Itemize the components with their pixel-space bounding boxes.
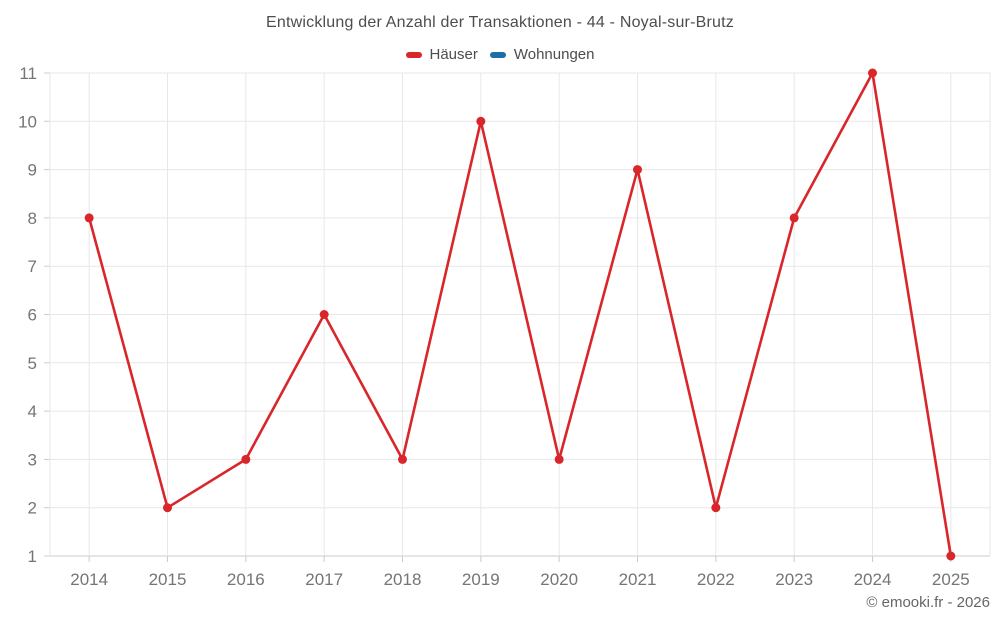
x-axis-label: 2015 [149,570,187,589]
x-axis-label: 2016 [227,570,265,589]
chart-title: Entwicklung der Anzahl der Transaktionen… [266,14,734,31]
legend-item-haeuser[interactable]: Häuser [405,46,478,63]
data-point[interactable] [84,213,94,223]
x-axis-label: 2022 [697,570,735,589]
y-axis-label: 11 [19,64,37,83]
y-axis-label: 4 [28,402,37,421]
y-axis-label: 9 [28,161,37,180]
data-point[interactable] [868,68,877,78]
legend-label-wohnungen: Wohnungen [513,46,595,63]
x-axis-label: 2014 [70,570,108,589]
x-axis-label: 2024 [854,570,892,589]
data-point[interactable] [398,454,407,464]
data-point[interactable] [633,165,642,175]
legend-swatch-haeuser [405,51,422,58]
y-axis-label: 5 [28,354,37,373]
data-point[interactable] [241,454,251,464]
y-axis-label: 3 [28,450,37,469]
data-point[interactable] [789,213,799,223]
y-axis-label: 2 [28,499,37,518]
x-axis-label: 2018 [384,570,422,589]
legend-item-wohnungen[interactable]: Wohnungen [489,46,595,63]
x-axis-label: 2025 [932,570,970,589]
legend-label-haeuser: Häuser [429,46,478,63]
x-axis-label: 2023 [775,570,813,589]
data-point[interactable] [476,116,486,126]
data-point[interactable] [946,551,956,561]
y-axis-label: 10 [18,112,37,131]
y-axis-label: 7 [28,257,37,276]
data-point[interactable] [319,310,329,319]
series-line [87,71,953,558]
data-point[interactable] [554,454,564,464]
x-axis-label: 2020 [540,570,578,589]
y-axis-label: 8 [28,209,37,228]
x-axis-label: 2017 [305,570,343,589]
legend: Häuser Wohnungen [0,46,1000,63]
x-axis-label: 2021 [619,570,657,589]
x-axis-label: 2019 [462,570,500,589]
legend-swatch-wohnungen [489,51,506,58]
data-point[interactable] [711,503,721,513]
data-point[interactable] [163,503,172,513]
y-axis-label: 6 [28,306,37,325]
y-axis-label: 1 [28,547,37,566]
watermark-credit[interactable]: © emooki.fr - 2026 [866,594,990,611]
